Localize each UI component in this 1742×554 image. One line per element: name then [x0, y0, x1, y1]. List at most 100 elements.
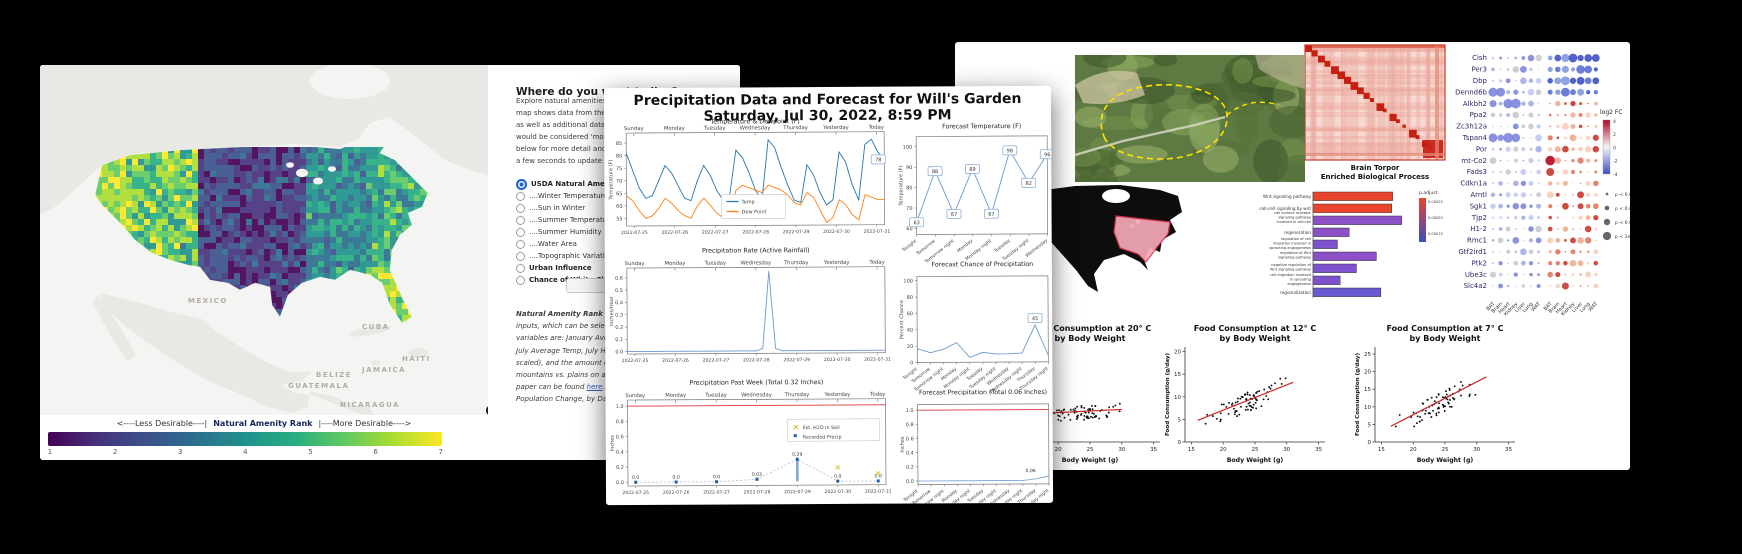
- county-cell: [384, 285, 390, 291]
- radio-button-icon[interactable]: [516, 239, 525, 249]
- county-cell: [288, 261, 294, 267]
- map-cuba: [348, 325, 392, 337]
- county-cell: [264, 273, 270, 279]
- amenity-option-5[interactable]: ....Water Area: [516, 238, 736, 250]
- county-cell: [186, 219, 192, 225]
- amenity-option-2[interactable]: ....Sun in Winter: [516, 202, 736, 214]
- county-cell: [102, 201, 108, 207]
- county-cell: [342, 153, 348, 159]
- county-cell: [132, 165, 138, 171]
- county-cell: [354, 147, 360, 153]
- expression-dot: [1557, 228, 1559, 230]
- expression-dot: [1561, 65, 1569, 73]
- radio-button-icon[interactable]: [516, 263, 525, 273]
- expression-dot: [1555, 261, 1560, 266]
- heatmap-band: [1305, 46, 1445, 50]
- map-label-belize: BELIZE: [316, 371, 353, 379]
- bar-category-label: angiogenesis: [1287, 282, 1311, 286]
- us-amenity-choropleth-map[interactable]: MEXICO CUBA HAITI JAMAICA BELIZE GUATEMALA NIC…: [40, 65, 488, 415]
- county-cell: [168, 231, 174, 237]
- county-cell: [162, 207, 168, 213]
- amenity-option-6[interactable]: ....Topographic Variation: [516, 250, 736, 262]
- county-cell: [168, 159, 174, 165]
- amenity-option-1[interactable]: ....Winter Temperature: [516, 190, 736, 202]
- expression-dot: [1577, 203, 1584, 210]
- expression-dot: [1548, 215, 1552, 220]
- county-cell: [384, 267, 390, 273]
- amenity-option-3[interactable]: ....Summer Temperature: [516, 214, 736, 226]
- heatmap-band: [1377, 45, 1382, 160]
- radio-button-icon[interactable]: [516, 178, 527, 190]
- county-cell: [294, 159, 300, 165]
- county-cell: [276, 255, 282, 261]
- county-cell: [330, 207, 336, 213]
- option-label: ....Summer Humidity: [529, 228, 602, 236]
- y-tick-label: 0.4: [906, 450, 914, 456]
- amenity-option-7[interactable]: Urban Influence: [516, 262, 736, 274]
- amenity-option-4[interactable]: ....Summer Humidity: [516, 226, 736, 238]
- county-cell: [186, 153, 192, 159]
- expression-dot: [1535, 146, 1542, 153]
- county-cell: [228, 267, 234, 273]
- expression-dot: [1555, 249, 1561, 255]
- expression-dot: [1515, 228, 1517, 230]
- county-cell: [216, 165, 222, 171]
- day-label: Wednesday: [740, 125, 771, 131]
- county-cell: [264, 225, 270, 231]
- county-cell: [204, 183, 210, 189]
- option-label: ....Summer Temperature: [529, 216, 615, 224]
- expression-dot: [1537, 216, 1540, 219]
- heatmap-diagonal-cell: [1311, 50, 1318, 57]
- county-cell: [342, 255, 348, 261]
- county-cell: [378, 225, 384, 231]
- heatmap-band: [1426, 45, 1430, 160]
- county-cell: [198, 189, 204, 195]
- county-cell: [366, 165, 372, 171]
- heatmap-diagonal-cell: [1383, 108, 1387, 113]
- amenity-option-0[interactable]: USDA Natural Amenity R: [516, 178, 736, 190]
- county-cell: [168, 243, 174, 249]
- y-tick-label: 0: [1178, 440, 1182, 446]
- county-cell: [252, 183, 258, 189]
- county-cell: [240, 261, 246, 267]
- county-cell: [252, 159, 258, 165]
- county-cell: [150, 201, 156, 207]
- y-tick-label: 40: [907, 328, 913, 334]
- county-cell: [240, 201, 246, 207]
- county-cell: [372, 159, 378, 165]
- scatter-point: [1442, 405, 1445, 408]
- county-cell: [288, 231, 294, 237]
- county-cell: [132, 189, 138, 195]
- county-cell: [102, 189, 108, 195]
- heatmap-band: [1391, 45, 1395, 160]
- x-tick-label: 15: [1188, 447, 1195, 453]
- scatter-point: [1256, 399, 1258, 402]
- expression-dot: [1507, 182, 1509, 185]
- radio-button-icon[interactable]: [516, 191, 525, 201]
- expression-dot: [1522, 137, 1525, 139]
- county-cell: [120, 171, 126, 177]
- county-cell: [156, 213, 162, 219]
- radio-button-icon[interactable]: [516, 275, 525, 285]
- radio-button-icon[interactable]: [516, 251, 525, 261]
- radio-button-icon[interactable]: [516, 215, 525, 225]
- radio-button-icon[interactable]: [516, 203, 525, 213]
- x-tick-label: 30: [1283, 447, 1290, 453]
- county-cell: [228, 243, 234, 249]
- county-cell: [222, 267, 228, 273]
- county-cell: [120, 177, 126, 183]
- county-cell: [348, 153, 354, 159]
- here-link[interactable]: here: [586, 383, 603, 392]
- county-cell: [198, 219, 204, 225]
- expression-dot: [1587, 102, 1589, 105]
- county-cell: [210, 195, 216, 201]
- scatter-point: [1255, 407, 1258, 410]
- y-tick-label: 100: [903, 145, 913, 151]
- scatter-point: [1114, 404, 1117, 407]
- county-cell: [150, 159, 156, 165]
- expression-dot: [1562, 226, 1569, 232]
- radio-button-icon[interactable]: [516, 227, 525, 237]
- heatmap-band: [1322, 45, 1325, 160]
- x-tick-label: 15: [1378, 447, 1385, 453]
- county-cell: [330, 171, 336, 177]
